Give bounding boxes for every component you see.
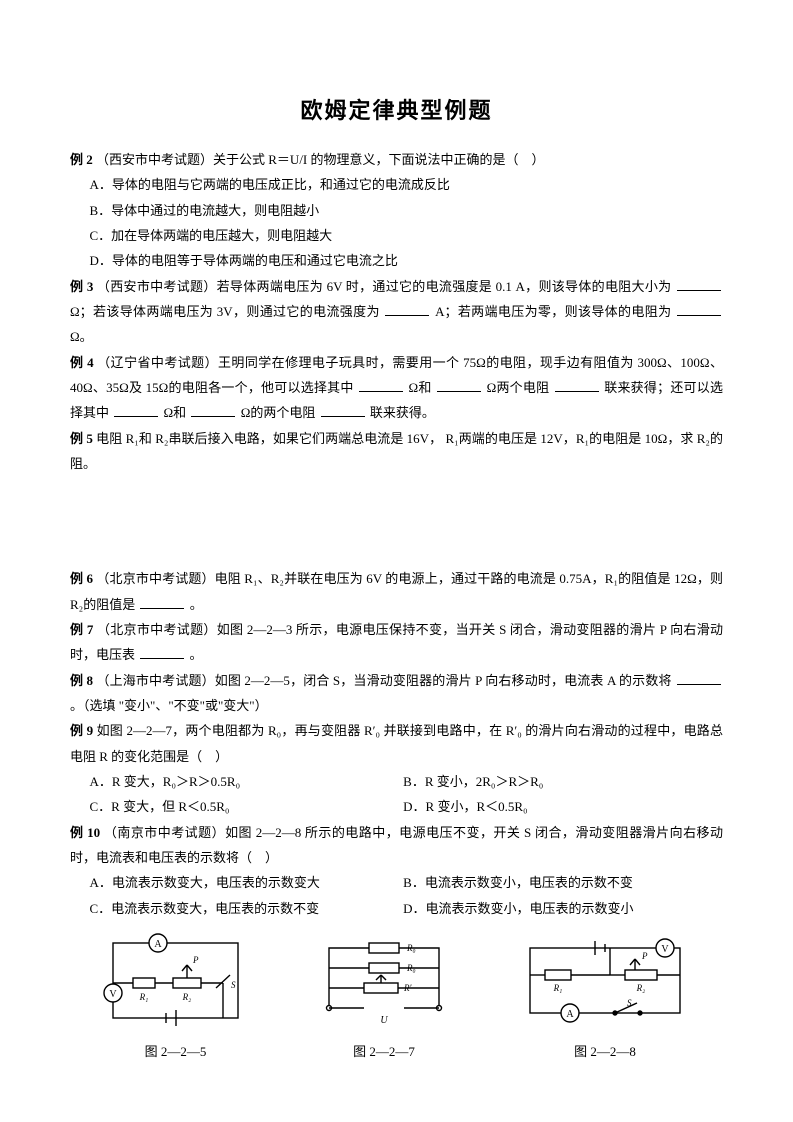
q7-t2: 。 (190, 647, 203, 662)
q10-row2: C．电流表示数变大，电压表的示数不变 D．电流表示数变小，电压表的示数变小 (70, 896, 723, 921)
q4-t6: Ω的两个电阻 (241, 405, 316, 420)
spacer (70, 476, 723, 566)
q4-t2: Ω和 (409, 380, 432, 395)
svg-text:A: A (154, 939, 162, 950)
q2-stem: 例 2 （西安市中考试题）关于公式 R＝U/I 的物理意义，下面说法中正确的是（… (70, 147, 723, 172)
q3-t4: Ω。 (70, 329, 93, 344)
q3-num: 例 3 (70, 279, 93, 294)
q6-t2: 。 (190, 597, 203, 612)
blank (437, 378, 481, 392)
circuit-2-2-7-icon: R₀ R₀ R′ U (309, 933, 459, 1033)
q5-num: 例 5 (70, 431, 93, 446)
svg-text:U: U (380, 1015, 388, 1026)
q2-num: 例 2 (70, 152, 93, 167)
blank (140, 594, 184, 608)
svg-text:S: S (627, 998, 632, 1008)
q7-stem: 例 7 （北京市中考试题）如图 2—2—3 所示，电源电压保持不变，当开关 S … (70, 617, 723, 668)
q2-text: （西安市中考试题）关于公式 R＝U/I 的物理意义，下面说法中正确的是（ ） (96, 152, 545, 167)
q9-num: 例 9 (70, 723, 93, 738)
blank (677, 670, 721, 684)
q10-text: （南京市中考试题）如图 2—2—8 所示的电路中，电源电压不变，开关 S 闭合，… (70, 825, 723, 865)
svg-text:R₂: R₂ (182, 992, 192, 1002)
blank (191, 403, 235, 417)
q9-opt-b: B．R 变小，2R₀＞R＞R₀ (403, 769, 713, 794)
q2-opt-d: D．导体的电阻等于导体两端的电压和通过它电流之比 (70, 248, 723, 273)
figure-2-2-5: A V R₁ R₂ P S 图 2—2—5 (98, 933, 253, 1064)
q4-t5: Ω和 (164, 405, 187, 420)
circuit-2-2-8-icon: V A R₁ R₂ P S (515, 933, 695, 1033)
svg-text:R′: R′ (403, 983, 412, 993)
q9-text: 如图 2—2—7，两个电阻都为 R₀，再与变阻器 R′₀ 并联接到电路中，在 R… (70, 723, 723, 763)
figure-caption: 图 2—2—8 (515, 1039, 695, 1064)
svg-text:V: V (109, 989, 117, 1000)
q9-row2: C．R 变大，但 R＜0.5R₀ D．R 变小，R＜0.5R₀ (70, 794, 723, 819)
q10-num: 例 10 (70, 825, 100, 840)
q8-t1: （上海市中考试题）如图 2—2—5，闭合 S，当滑动变阻器的滑片 P 向右移动时… (96, 673, 671, 688)
svg-text:S: S (231, 980, 236, 990)
q3-t2: Ω；若该导体两端电压为 3V，则通过它的电流强度为 (70, 304, 380, 319)
q9-opt-a: A．R 变大，R₀＞R＞0.5R₀ (90, 769, 400, 794)
q5-text: 电阻 R₁和 R₂串联后接入电路，如果它们两端总电流是 16V， R₁两端的电压… (70, 431, 723, 471)
q4-num: 例 4 (70, 355, 94, 370)
figure-caption: 图 2—2—7 (309, 1039, 459, 1064)
q6-num: 例 6 (70, 571, 93, 586)
svg-text:V: V (661, 944, 669, 955)
q4-stem: 例 4 （辽宁省中考试题）王明同学在修理电子玩具时，需要用一个 75Ω的电阻，现… (70, 350, 723, 426)
q2-opt-b: B．导体中通过的电流越大，则电阻越小 (70, 198, 723, 223)
q3-t1: （西安市中考试题）若导体两端电压为 6V 时，通过它的电流强度是 0.1 A，则… (97, 279, 672, 294)
page-title: 欧姆定律典型例题 (70, 90, 723, 133)
q5-stem: 例 5 电阻 R₁和 R₂串联后接入电路，如果它们两端总电流是 16V， R₁两… (70, 426, 723, 477)
svg-text:R₁: R₁ (553, 983, 563, 993)
blank (677, 302, 721, 316)
q7-num: 例 7 (70, 622, 93, 637)
blank (114, 403, 158, 417)
blank (359, 378, 403, 392)
svg-text:P: P (192, 955, 199, 965)
q2-opt-c: C．加在导体两端的电压越大，则电阻越大 (70, 223, 723, 248)
q4-t7: 联来获得。 (370, 405, 435, 420)
figure-2-2-7: R₀ R₀ R′ U 图 2—2—7 (309, 933, 459, 1064)
blank (140, 645, 184, 659)
q10-row1: A．电流表示数变大，电压表的示数变大 B．电流表示数变小，电压表的示数不变 (70, 870, 723, 895)
q10-opt-c: C．电流表示数变大，电压表的示数不变 (90, 896, 400, 921)
q10-opt-a: A．电流表示数变大，电压表的示数变大 (90, 870, 400, 895)
q6-stem: 例 6 （北京市中考试题）电阻 R₁、R₂并联在电压为 6V 的电源上，通过干路… (70, 566, 723, 617)
q8-num: 例 8 (70, 673, 93, 688)
q10-opt-d: D．电流表示数变小，电压表的示数变小 (403, 896, 713, 921)
blank (385, 302, 429, 316)
q9-opt-c: C．R 变大，但 R＜0.5R₀ (90, 794, 400, 819)
q4-t3: Ω两个电阻 (487, 380, 550, 395)
figures-row: A V R₁ R₂ P S 图 2—2—5 (70, 933, 723, 1064)
svg-text:A: A (566, 1009, 574, 1020)
q10-stem: 例 10 （南京市中考试题）如图 2—2—8 所示的电路中，电源电压不变，开关 … (70, 820, 723, 871)
q9-row1: A．R 变大，R₀＞R＞0.5R₀ B．R 变小，2R₀＞R＞R₀ (70, 769, 723, 794)
blank (555, 378, 599, 392)
svg-text:R₀: R₀ (406, 943, 416, 953)
blank (321, 403, 365, 417)
q9-opt-d: D．R 变小，R＜0.5R₀ (403, 794, 713, 819)
q10-opt-b: B．电流表示数变小，电压表的示数不变 (403, 870, 713, 895)
svg-text:R₁: R₁ (139, 992, 149, 1002)
q9-stem: 例 9 如图 2—2—7，两个电阻都为 R₀，再与变阻器 R′₀ 并联接到电路中… (70, 718, 723, 769)
svg-text:R₂: R₂ (636, 983, 646, 993)
q8-t2: 。（选填 "变小"、"不变"或"变大"） (70, 698, 268, 713)
q3-stem: 例 3 （西安市中考试题）若导体两端电压为 6V 时，通过它的电流强度是 0.1… (70, 274, 723, 350)
figure-2-2-8: V A R₁ R₂ P S 图 2—2—8 (515, 933, 695, 1064)
q8-stem: 例 8 （上海市中考试题）如图 2—2—5，闭合 S，当滑动变阻器的滑片 P 向… (70, 668, 723, 719)
figure-caption: 图 2—2—5 (98, 1039, 253, 1064)
svg-text:R₀: R₀ (406, 963, 416, 973)
blank (677, 276, 721, 290)
q3-t3: A；若两端电压为零，则该导体的电阻为 (435, 304, 671, 319)
circuit-2-2-5-icon: A V R₁ R₂ P S (98, 933, 253, 1033)
q2-opt-a: A．导体的电阻与它两端的电压成正比，和通过它的电流成反比 (70, 172, 723, 197)
svg-text:P: P (641, 951, 648, 961)
